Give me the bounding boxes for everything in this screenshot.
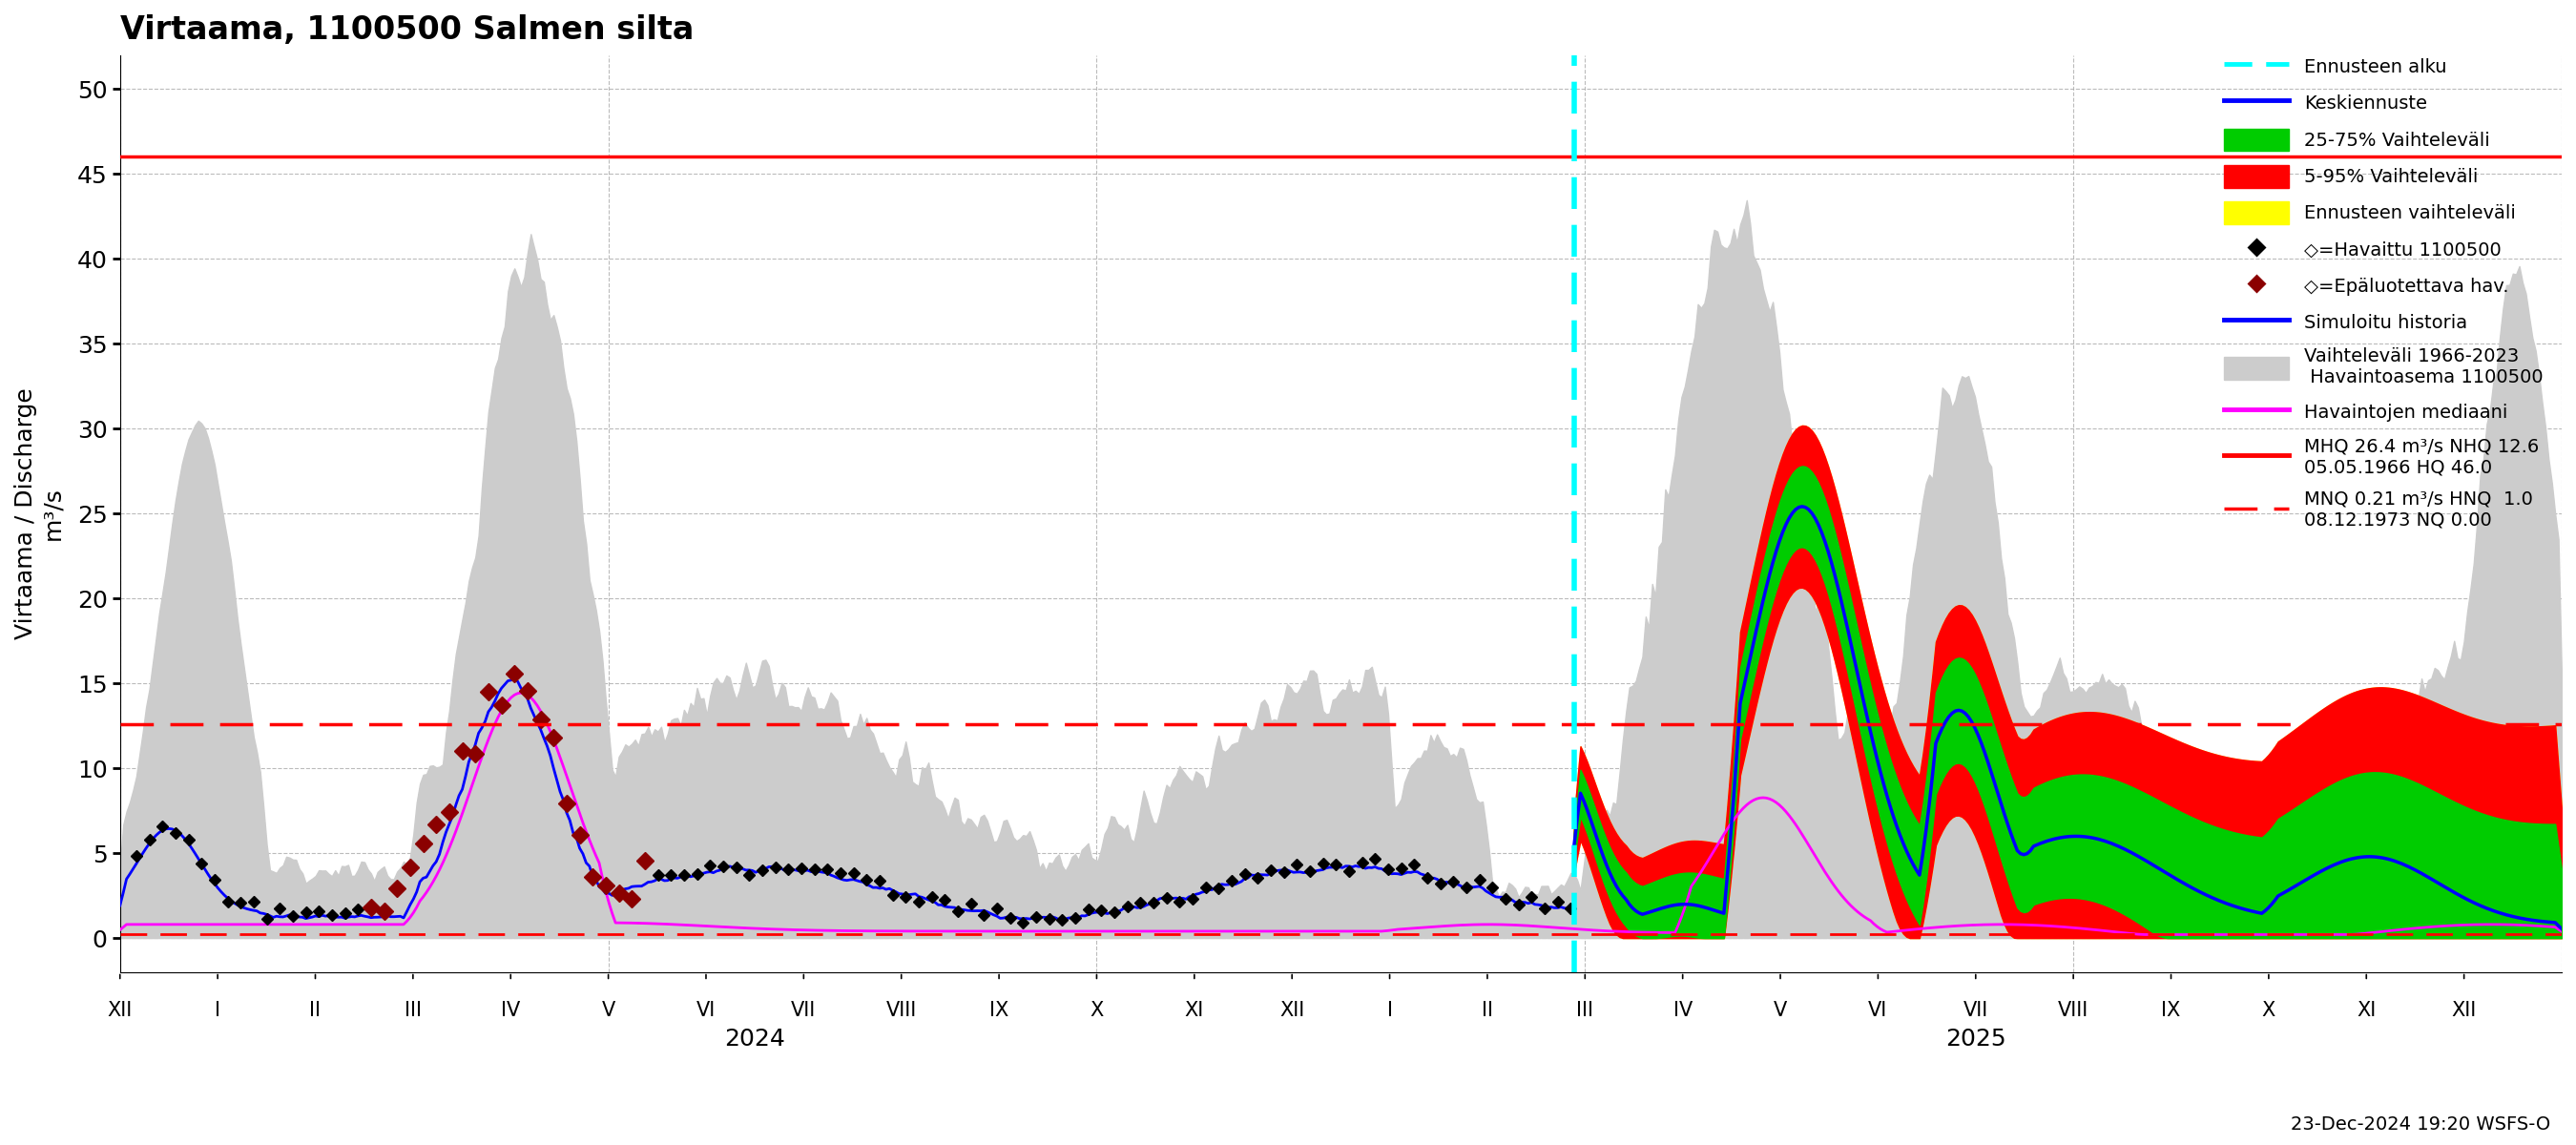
Text: 2025: 2025 (1945, 1028, 2007, 1051)
Text: III: III (1577, 1001, 1595, 1020)
Text: XII: XII (2452, 1001, 2476, 1020)
Text: IV: IV (1672, 1001, 1692, 1020)
Text: II: II (1481, 1001, 1494, 1020)
Text: VII: VII (791, 1001, 817, 1020)
Text: V: V (1772, 1001, 1788, 1020)
Text: XI: XI (1185, 1001, 1203, 1020)
Text: IV: IV (500, 1001, 520, 1020)
Text: XII: XII (108, 1001, 131, 1020)
Text: I: I (1386, 1001, 1394, 1020)
Text: Virtaama, 1100500 Salmen silta: Virtaama, 1100500 Salmen silta (121, 14, 693, 46)
Text: III: III (404, 1001, 422, 1020)
Text: XI: XI (2357, 1001, 2375, 1020)
Text: IX: IX (2161, 1001, 2182, 1020)
Text: VIII: VIII (2058, 1001, 2089, 1020)
Text: 23-Dec-2024 19:20 WSFS-O: 23-Dec-2024 19:20 WSFS-O (2290, 1115, 2550, 1134)
Text: V: V (603, 1001, 616, 1020)
Legend: Ennusteen alku, Keskiennuste, 25-75% Vaihteleväli, 5-95% Vaihteleväli, Ennusteen: Ennusteen alku, Keskiennuste, 25-75% Vai… (2215, 46, 2553, 538)
Text: VI: VI (1868, 1001, 1888, 1020)
Text: I: I (214, 1001, 222, 1020)
Text: XII: XII (1280, 1001, 1303, 1020)
Text: VIII: VIII (886, 1001, 917, 1020)
Text: VI: VI (696, 1001, 716, 1020)
Text: IX: IX (989, 1001, 1010, 1020)
Text: II: II (309, 1001, 322, 1020)
Y-axis label: Virtaama / Discharge
m³/s: Virtaama / Discharge m³/s (15, 388, 64, 639)
Text: VII: VII (1963, 1001, 1989, 1020)
Text: X: X (2262, 1001, 2275, 1020)
Text: 2024: 2024 (724, 1028, 786, 1051)
Text: X: X (1090, 1001, 1103, 1020)
